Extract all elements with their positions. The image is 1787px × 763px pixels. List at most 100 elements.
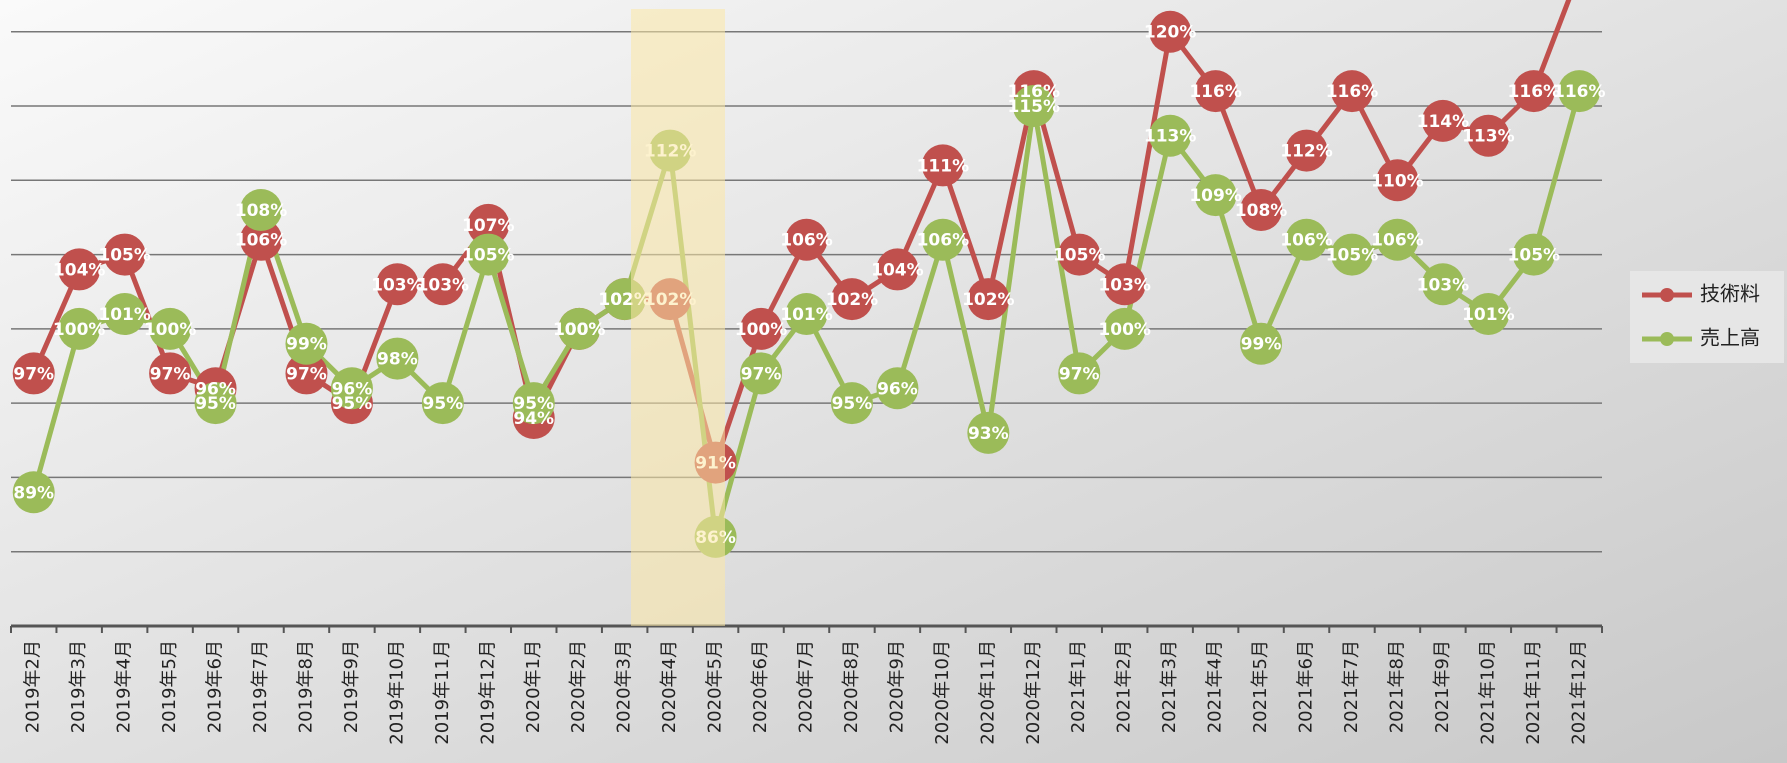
point: [1376, 159, 1419, 202]
x-tick-label: 2019年10月: [386, 640, 407, 745]
x-tick-label: 2021年6月: [1296, 640, 1317, 733]
data-label: 101%: [1462, 305, 1515, 325]
data-label: 100%: [1098, 320, 1151, 340]
legend-marker: [1660, 332, 1674, 346]
point: [1058, 352, 1101, 395]
point: [1421, 263, 1464, 306]
x-tick-label: 2020年11月: [977, 640, 998, 745]
point: [467, 203, 510, 246]
point: [103, 293, 146, 335]
x-tick-label: 2021年1月: [1068, 640, 1089, 733]
data-label: 95%: [832, 394, 873, 414]
point: [1467, 114, 1510, 157]
data-label: 106%: [1371, 231, 1424, 251]
data-label: 96%: [332, 379, 373, 399]
x-tick-label: 2019年9月: [341, 640, 362, 733]
point: [740, 352, 783, 395]
data-label: 115%: [1008, 97, 1061, 117]
x-tick-label: 2019年4月: [114, 640, 135, 733]
point: [785, 293, 828, 335]
x-tick-label: 2020年2月: [568, 640, 589, 733]
point: [149, 307, 192, 350]
point: [1285, 129, 1328, 172]
legend: [1630, 271, 1784, 363]
point: [1149, 114, 1192, 157]
data-label: 107%: [462, 216, 515, 236]
point: [421, 263, 464, 306]
x-tick-label: 2019年2月: [23, 640, 44, 733]
legend-label: 売上高: [1700, 326, 1760, 350]
point: [1467, 293, 1510, 335]
data-label: 97%: [150, 364, 191, 384]
x-tick-label: 2019年7月: [250, 640, 271, 733]
data-label: 116%: [1508, 82, 1561, 102]
data-label: 96%: [877, 379, 918, 399]
data-label: 102%: [962, 290, 1015, 310]
point: [149, 352, 192, 395]
point: [467, 233, 510, 276]
legend-label: 技術料: [1700, 282, 1760, 306]
x-tick-label: 2021年3月: [1159, 640, 1180, 733]
data-label: 106%: [780, 231, 833, 251]
point: [240, 218, 283, 261]
point: [194, 382, 237, 425]
data-label: 108%: [235, 201, 288, 221]
data-label: 97%: [1059, 364, 1100, 384]
point: [558, 307, 601, 350]
point: [1512, 233, 1555, 276]
highlight-band: [631, 9, 725, 626]
x-tick-label: 2021年9月: [1432, 640, 1453, 733]
point: [1330, 70, 1373, 113]
point: [785, 218, 828, 261]
x-tick-label: 2020年9月: [886, 640, 907, 733]
legend-marker: [1660, 288, 1674, 302]
data-label: 103%: [1098, 275, 1151, 295]
point: [285, 352, 328, 395]
x-tick-label: 2021年4月: [1205, 640, 1226, 733]
x-tick-label: 2020年1月: [523, 640, 544, 733]
point: [1103, 263, 1146, 306]
point: [1012, 85, 1055, 127]
point: [830, 278, 873, 321]
point: [12, 471, 55, 514]
data-label: 99%: [286, 335, 327, 355]
data-label: 105%: [1053, 246, 1106, 266]
x-tick-label: 2019年3月: [68, 640, 89, 733]
x-tick-label: 2020年10月: [932, 640, 953, 745]
data-label: 106%: [917, 231, 970, 251]
point: [921, 144, 964, 187]
data-label: 100%: [553, 320, 606, 340]
point: [1103, 307, 1146, 350]
data-label: 102%: [826, 290, 879, 310]
x-tick-label: 2019年6月: [205, 640, 226, 733]
data-label: 89%: [13, 483, 54, 503]
data-label: 95%: [513, 394, 554, 414]
point: [1149, 10, 1192, 53]
point: [1421, 99, 1464, 142]
x-tick-label: 2021年10月: [1477, 640, 1498, 745]
data-label: 94%: [513, 409, 554, 429]
data-label: 105%: [462, 246, 515, 266]
x-tick-label: 2020年3月: [614, 640, 635, 733]
x-tick-label: 2021年7月: [1341, 640, 1362, 733]
x-tick-label: 2020年7月: [796, 640, 817, 733]
point: [967, 278, 1010, 321]
data-label: 106%: [1280, 231, 1333, 251]
data-label: 100%: [553, 320, 606, 340]
data-label: 98%: [377, 350, 418, 370]
data-label: 104%: [53, 260, 106, 280]
data-label: 105%: [1508, 246, 1561, 266]
point: [967, 411, 1010, 454]
data-label: 97%: [741, 364, 782, 384]
x-tick-label: 2020年6月: [750, 640, 771, 733]
data-label: 116%: [1326, 82, 1379, 102]
point: [376, 337, 419, 380]
x-tick-label: 2021年5月: [1250, 640, 1271, 733]
data-label: 104%: [871, 260, 924, 280]
point: [1194, 174, 1237, 217]
point: [1330, 233, 1373, 276]
data-label: 101%: [98, 305, 151, 325]
data-label: 111%: [917, 156, 970, 176]
data-label: 105%: [1326, 246, 1379, 266]
